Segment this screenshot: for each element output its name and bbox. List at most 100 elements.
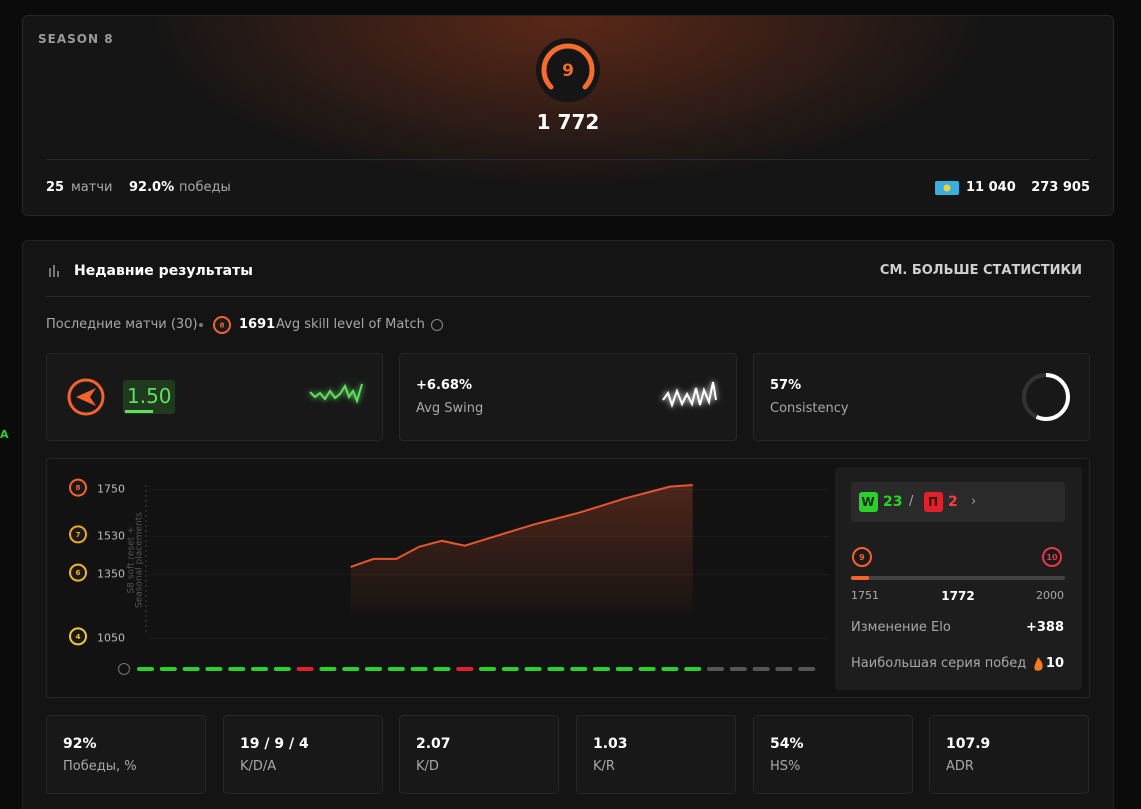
stat-label: HS% [770, 759, 801, 774]
elo-change-label: Изменение Elo [851, 620, 951, 635]
swing-value: +6.68% [416, 378, 472, 393]
edge-text: A [0, 428, 9, 441]
sparkline [309, 383, 363, 405]
stat-card [929, 715, 1089, 794]
sparkline [662, 381, 717, 409]
result-dash [524, 667, 542, 671]
rating-bar [125, 410, 153, 413]
rating: 1.50 [127, 384, 172, 408]
stat-label: Победы, % [63, 759, 137, 774]
elo-min: 1751 [851, 589, 879, 602]
result-dash [501, 667, 519, 671]
level-badge [69, 627, 87, 646]
stat-value: 2.07 [416, 736, 451, 752]
season-label: SEASON 8 [38, 32, 114, 46]
level-badge-text: 8 [219, 321, 224, 330]
result-dash [319, 667, 337, 671]
progress-fill [851, 576, 870, 580]
result-dash [342, 667, 360, 671]
result-dash [479, 667, 496, 671]
rating-icon [67, 378, 105, 416]
y-tick-label: 1350 [97, 568, 125, 581]
elo-max: 2000 [1036, 589, 1064, 602]
winrate: 92.0% [129, 180, 175, 195]
consistency-ring [1022, 373, 1070, 421]
result-dash [661, 667, 679, 671]
stat-label: K/D/A [240, 759, 277, 774]
stat-card [753, 715, 913, 794]
avg-elo: 1691 [239, 317, 276, 332]
consistency-card [753, 353, 1090, 441]
stat-card [223, 715, 383, 794]
matches-label: матчи [71, 180, 113, 195]
level-ring [541, 43, 595, 90]
win-badge: W [861, 495, 875, 509]
region-rank: 11 040 [966, 180, 1016, 195]
result-dash [137, 667, 154, 671]
losses: 2 [948, 494, 958, 510]
result-dash [729, 667, 747, 671]
result-dash [752, 667, 770, 671]
result-dash [707, 667, 724, 671]
win-badge-bg [859, 492, 878, 512]
flame [1034, 657, 1043, 671]
level-badge-text: 10 [1046, 552, 1058, 562]
y-tick-label: 1050 [97, 631, 125, 644]
recent-subtitle: Последние матчи (30) [46, 317, 198, 332]
annotation: Seasonal placements [135, 512, 145, 608]
consistency-value: 57% [770, 378, 802, 393]
level-badge [69, 478, 87, 497]
winrate-label: победы [179, 180, 231, 195]
result-dash [570, 667, 588, 671]
result-dash [182, 667, 200, 671]
chevron[interactable]: › [971, 494, 977, 509]
info-icon [431, 319, 443, 331]
result-dash [410, 667, 428, 671]
stat-value: 107.9 [946, 736, 991, 752]
result-dash [387, 667, 405, 671]
more-link[interactable]: СМ. БОЛЬШЕ СТАТИСТИКИ [879, 263, 1082, 278]
result-dash [433, 667, 451, 671]
stat-label: K/R [593, 759, 615, 774]
result-dash [547, 667, 565, 671]
header-level: 9 [562, 61, 574, 81]
swing-card [399, 353, 737, 441]
stat-value: 19 / 9 / 4 [240, 736, 309, 752]
progress-track [851, 576, 1065, 580]
rating-box [123, 380, 175, 414]
result-dash [638, 667, 656, 671]
bullet [199, 323, 203, 327]
level-badge-text: 7 [75, 530, 80, 539]
y-tick-label: 1530 [97, 529, 125, 542]
world-rank: 273 905 [1031, 180, 1090, 195]
loss-badge: П [927, 495, 939, 509]
level-badge [213, 316, 231, 334]
divider [46, 296, 1090, 297]
rating-icon-arrow [76, 388, 96, 406]
result-dash [273, 667, 291, 671]
streak: 10 [1045, 656, 1064, 671]
result-dash [684, 667, 702, 671]
result-dash [205, 667, 223, 671]
wl-box[interactable] [851, 482, 1065, 522]
avg-label: Avg skill level of Match [276, 317, 425, 332]
swing-label: Avg Swing [416, 401, 484, 416]
stat-value: 54% [770, 736, 804, 752]
info-icon [118, 663, 130, 675]
result-dash [228, 667, 246, 671]
section-title: Недавние результаты [74, 263, 253, 279]
result-dash [159, 667, 177, 671]
stat-card [46, 715, 206, 794]
result-dash [798, 667, 816, 671]
stat-value: 92% [63, 736, 97, 752]
result-dash [365, 667, 382, 671]
level-badge [69, 525, 87, 544]
level-badge-text: 6 [75, 568, 80, 577]
level-badge-text: 4 [75, 632, 80, 641]
level-badge-text: 9 [859, 552, 865, 562]
matches-count: 25 [46, 180, 65, 195]
level-badge [69, 563, 87, 582]
result-dash [615, 667, 633, 671]
wins: 23 [883, 494, 903, 510]
